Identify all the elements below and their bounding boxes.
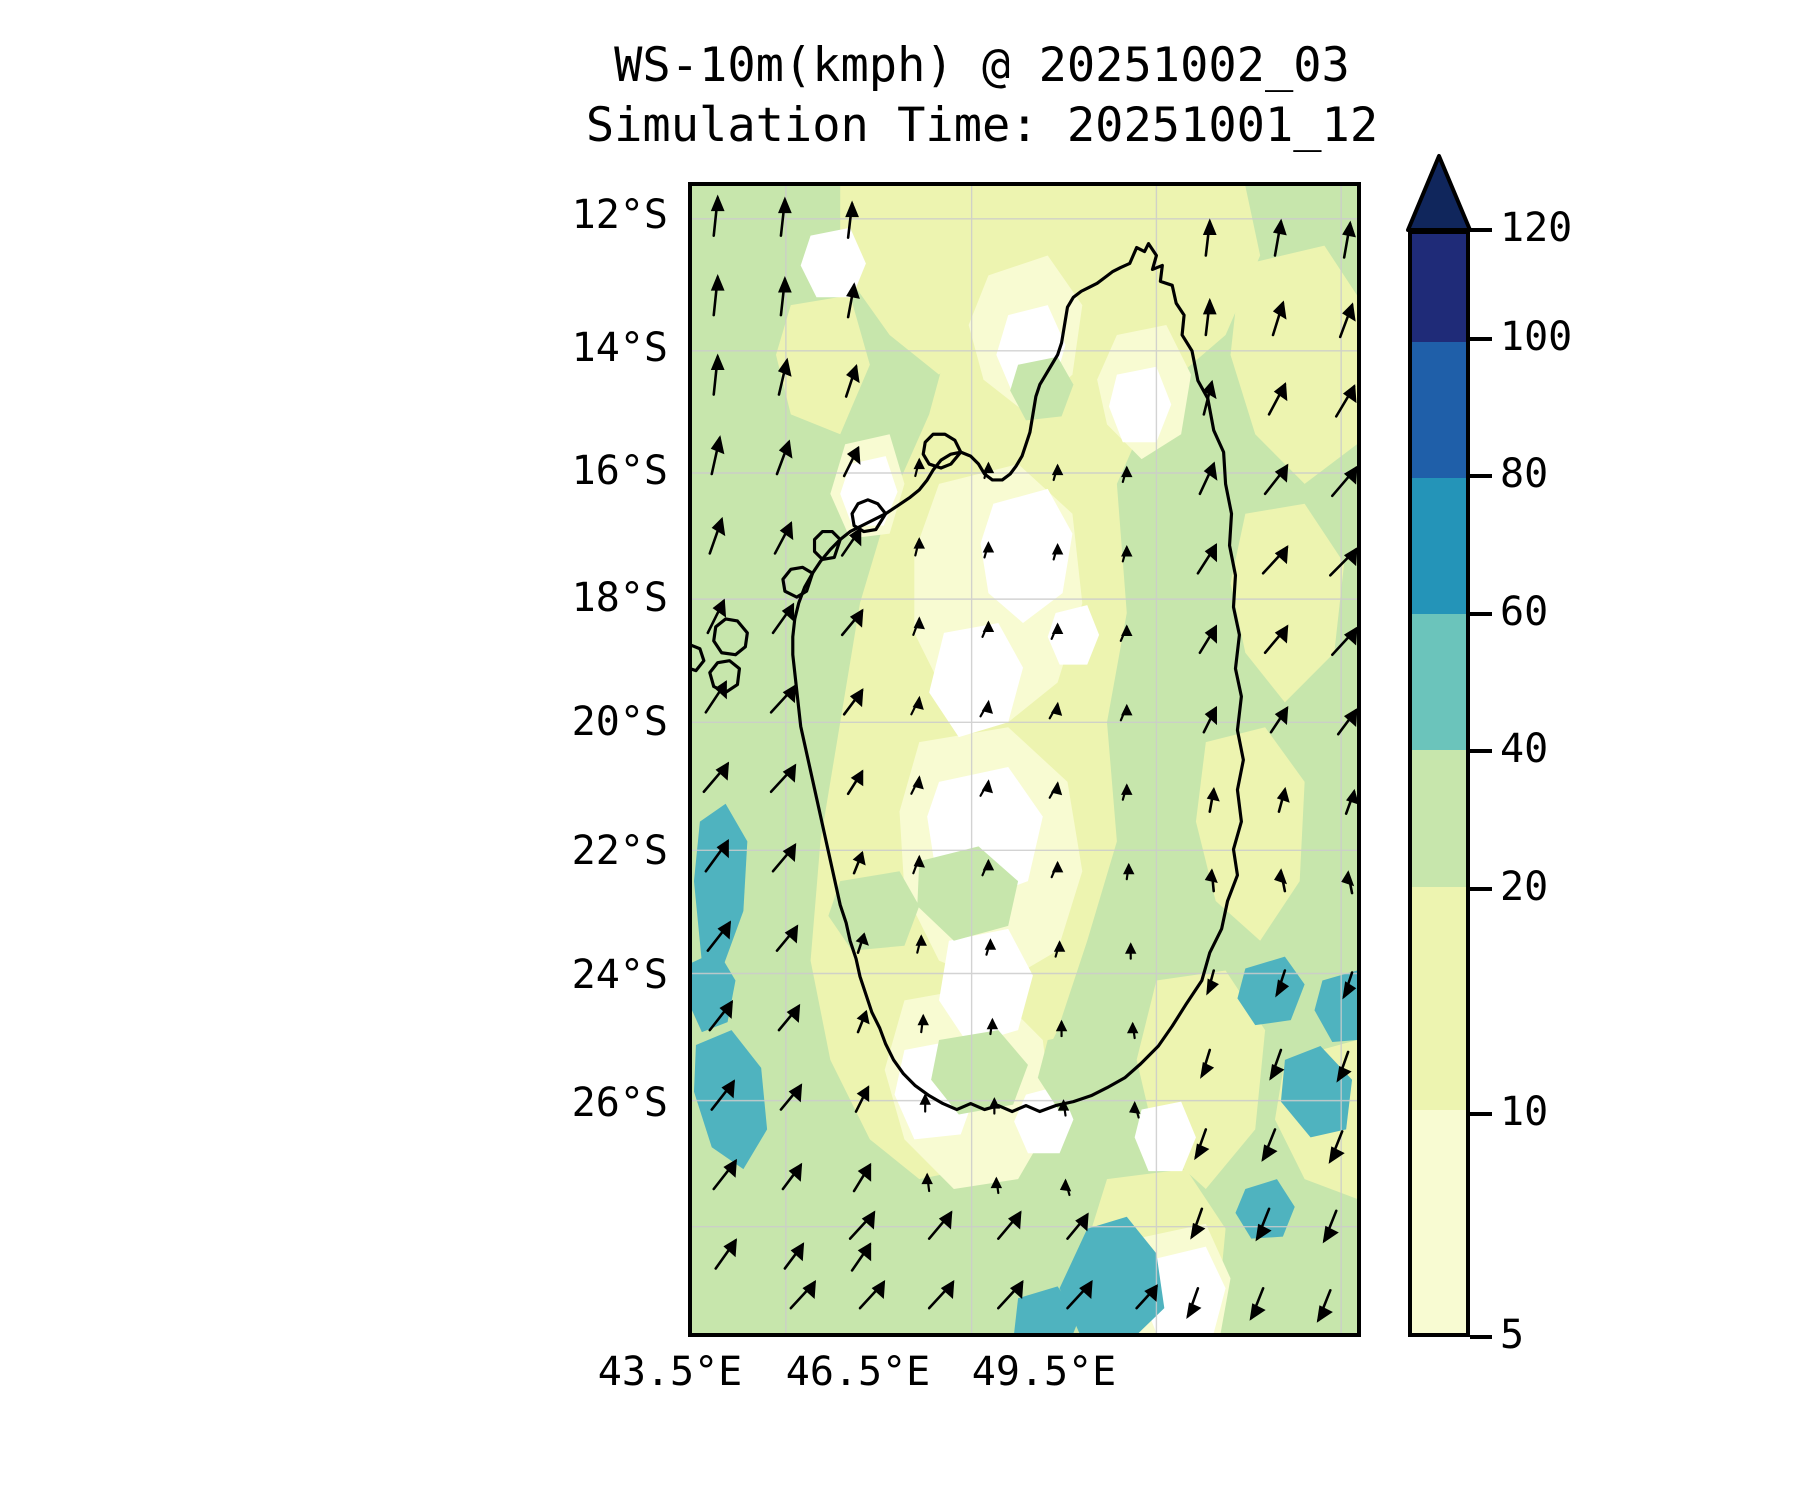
cbar-tickmark-40 xyxy=(1470,749,1492,753)
cbar-tick-120: 120 xyxy=(1500,205,1573,251)
lat-tick-16s: 16°S xyxy=(571,448,668,494)
cbar-tickmark-10 xyxy=(1470,1112,1492,1116)
lat-tick-12s: 12°S xyxy=(571,192,668,238)
wind-speed-field xyxy=(692,186,1357,1333)
cbar-band-60-80 xyxy=(1412,477,1466,615)
cbar-tick-5: 5 xyxy=(1500,1312,1525,1358)
lat-tick-24s: 24°S xyxy=(571,952,668,998)
colorbar-bands xyxy=(1412,234,1466,1333)
colorbar[interactable] xyxy=(1408,230,1470,1337)
map-contour-layer xyxy=(692,186,1357,1333)
title-line-1: WS-10m(kmph) @ 20251002_03 xyxy=(614,38,1350,93)
cbar-band-40-60 xyxy=(1412,614,1466,751)
cbar-tick-80: 80 xyxy=(1500,451,1549,497)
lat-tick-20s: 20°S xyxy=(571,699,668,745)
lon-tick-435e: 43.5°E xyxy=(597,1349,743,1395)
cbar-band-100-120 xyxy=(1412,234,1466,342)
lat-tick-22s: 22°S xyxy=(571,828,668,874)
cbar-tick-100: 100 xyxy=(1500,314,1573,360)
cbar-tick-40: 40 xyxy=(1500,726,1549,772)
cbar-tickmark-120 xyxy=(1470,228,1492,232)
map-plot-area xyxy=(688,182,1361,1337)
cbar-tickmark-80 xyxy=(1470,474,1492,478)
cbar-band-80-100 xyxy=(1412,341,1466,478)
cbar-band-10-20 xyxy=(1412,886,1466,1110)
title-line-2: Simulation Time: 20251001_12 xyxy=(585,98,1379,153)
wind-vectors xyxy=(702,194,1357,1323)
cbar-tick-10: 10 xyxy=(1500,1089,1549,1135)
chart-title: WS-10m(kmph) @ 20251002_03 Simulation Ti… xyxy=(82,36,1800,156)
cbar-tickmark-20 xyxy=(1470,887,1492,891)
lat-tick-14s: 14°S xyxy=(571,325,668,371)
cbar-band-20-40 xyxy=(1412,750,1466,887)
lon-tick-465e: 46.5°E xyxy=(785,1349,931,1395)
cbar-tickmark-5 xyxy=(1470,1335,1492,1339)
cbar-tick-60: 60 xyxy=(1500,589,1549,635)
lat-tick-26s: 26°S xyxy=(571,1080,668,1126)
colorbar-over-arrow xyxy=(1404,152,1474,232)
cbar-tickmark-60 xyxy=(1470,612,1492,616)
cbar-band-5-10 xyxy=(1412,1109,1466,1333)
cbar-tick-20: 20 xyxy=(1500,864,1549,910)
lon-tick-495e: 49.5°E xyxy=(971,1349,1117,1395)
lat-tick-18s: 18°S xyxy=(571,575,668,621)
cbar-tickmark-100 xyxy=(1470,337,1492,341)
